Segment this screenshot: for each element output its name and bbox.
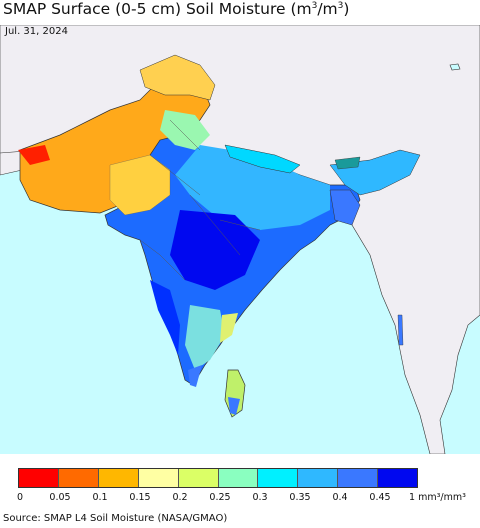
legend-tick-label: 0.25 (209, 492, 231, 503)
legend-tick-label: 0.45 (369, 492, 391, 503)
punjab-green (160, 110, 210, 150)
west-coast-blue (150, 280, 180, 355)
legend-swatch (58, 469, 99, 487)
legend-swatch (298, 469, 339, 487)
legend-tick-label: 0.15 (129, 492, 151, 503)
legend-swatch (338, 469, 379, 487)
state-borders (139, 119, 261, 281)
color-legend (18, 468, 418, 488)
southern-tip (188, 365, 202, 387)
legend-swatch (218, 469, 259, 487)
northwest-red (18, 145, 50, 165)
small-lake (449, 63, 461, 71)
nepal-region (224, 144, 301, 174)
legend-tick-label: 0 (16, 492, 24, 503)
map-date: Jul. 31, 2024 (5, 26, 68, 37)
legend-swatch (19, 469, 59, 487)
legend-tick-label: 0.2 (172, 492, 188, 503)
legend-tick-label: 0.3 (252, 492, 268, 503)
andaman-islands (397, 314, 404, 346)
legend-swatch (258, 469, 299, 487)
legend-tick-label: 0.35 (289, 492, 311, 503)
legend-swatch (138, 469, 179, 487)
sri-lanka-wet (228, 397, 240, 415)
east-coast-yellow (220, 313, 238, 343)
northeast-region (329, 149, 421, 196)
gangetic-plain (175, 145, 330, 230)
kashmir-region (139, 54, 216, 101)
legend-swatch (378, 469, 418, 487)
legend-swatch (98, 469, 139, 487)
legend-unit-label: 1 mm³/mm³ (409, 492, 466, 503)
map-title: SMAP Surface (0-5 cm) Soil Moisture (m3/… (3, 0, 350, 18)
bangladesh-region (329, 189, 361, 226)
legend-tick-label: 0.4 (332, 492, 348, 503)
legend-swatch (178, 469, 219, 487)
soil-moisture-map (0, 25, 480, 454)
central-deep-blue (170, 210, 260, 290)
south-interior (185, 305, 225, 370)
source-credit: Source: SMAP L4 Soil Moisture (NASA/GMAO… (3, 513, 228, 524)
bhutan-region (334, 156, 361, 170)
legend-tick-label: 0.1 (92, 492, 108, 503)
legend-ticks: 0 0.05 0.1 0.15 0.2 0.25 0.3 0.35 0.4 0.45 1 mm³/m… (0, 492, 480, 506)
legend-tick-label: 0.05 (49, 492, 71, 503)
